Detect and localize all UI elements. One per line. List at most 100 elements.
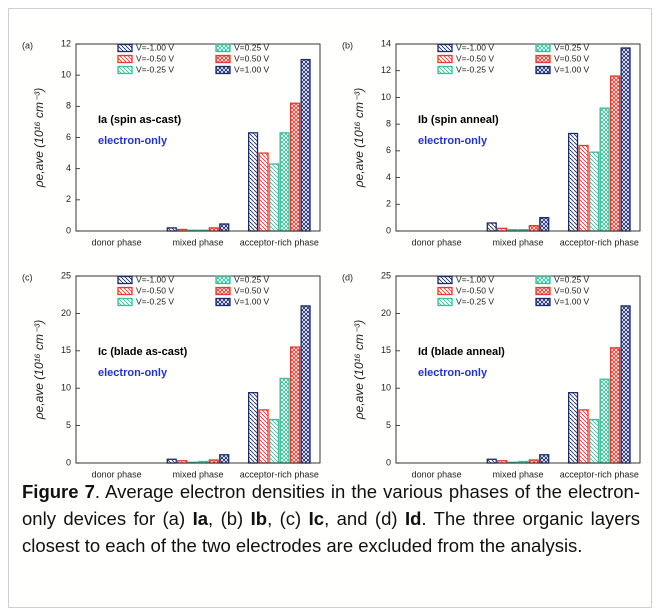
caption-run: . The three organic layers closest to ea… [22,508,640,556]
legend-swatch [535,54,551,64]
annotation: electron-only [418,367,488,379]
y-tick-label: 20 [61,308,71,318]
y-tick-label: 20 [381,308,391,318]
legend-label: V=1.00 V [554,64,590,74]
figure-frame [8,8,652,608]
bar [567,132,579,232]
chart-panel: (d) 0 5 10 15 20 25 ρe,ave (10¹⁶ cm⁻³) donor pha… [342,270,641,479]
bar [578,409,589,464]
legend-swatch [117,286,133,296]
bar [300,58,311,232]
legend-swatch [117,297,133,307]
bar [268,163,280,232]
bar [268,418,280,464]
legend-swatch [117,43,133,53]
legend-label: V=0.50 V [554,53,590,63]
bar [289,102,301,232]
caption-run: Figure 7 [22,481,95,502]
bar [599,378,610,464]
bar [247,392,259,464]
plot-frame [75,43,321,232]
chart-panel: (b) 0 2 4 6 8 10 12 14 ρe,ave (10¹⁶ cm⁻³) donor ph… [342,38,641,247]
bar [219,454,230,464]
bar [609,347,621,464]
legend-swatch [117,65,133,75]
legend-label: V=-0.25 V [456,296,494,306]
legend-label: V=0.50 V [554,285,590,295]
legend-swatch [215,275,231,285]
legend-label: V=0.25 V [234,42,270,52]
chart-panel: (a) 0 2 4 6 8 10 12 ρe,ave (10¹⁶ cm⁻³) donor phas… [22,38,321,247]
bar [486,222,497,232]
y-tick-label: 5 [66,420,71,430]
bar [609,75,621,232]
caption-run: , (c) [267,508,309,529]
legend-label: V=1.00 V [234,64,270,74]
bar [258,409,269,464]
bar [528,225,539,232]
y-tick-label: 0 [66,457,71,467]
caption-run: , (b) [208,508,251,529]
y-tick-label: 2 [66,194,71,204]
legend-label: V=-1.00 V [456,274,494,284]
legend-swatch [437,43,453,53]
y-tick-label: 6 [386,145,391,155]
y-tick-label: 2 [386,199,391,209]
figure-caption: Figure 7. Average electron densities in … [22,478,640,559]
legend-swatch [437,54,453,64]
panel-label: (c) [22,272,33,282]
caption-run: Id [404,508,422,529]
legend-swatch [215,54,231,64]
y-tick-label: 5 [386,420,391,430]
y-tick-label: 14 [381,38,391,48]
x-tick-label: acceptor-rich phase [560,237,639,247]
plot-frame [395,275,641,464]
bar [289,346,301,464]
legend-swatch [215,297,231,307]
legend-swatch [437,286,453,296]
x-tick-label: donor phase [92,237,142,247]
bar [620,47,631,232]
legend-label: V=1.00 V [554,296,590,306]
y-tick-label: 25 [381,270,391,280]
legend-label: V=0.25 V [554,274,590,284]
legend-label: V=-0.50 V [136,285,174,295]
y-tick-label: 15 [61,345,71,355]
legend-label: V=-0.50 V [456,53,494,63]
bar [247,132,259,232]
bar [279,132,290,232]
bar [166,458,177,464]
annotation: electron-only [98,367,168,379]
bar [279,377,290,464]
annotation: Ib (spin anneal) [418,114,499,126]
legend-label: V=0.50 V [234,285,270,295]
legend-swatch [535,297,551,307]
y-tick-label: 10 [381,92,391,102]
y-tick-label: 15 [381,345,391,355]
caption-run: Ib [250,508,268,529]
annotation: electron-only [418,135,488,147]
legend-swatch [117,54,133,64]
y-tick-label: 12 [61,38,71,48]
legend-swatch [535,275,551,285]
y-tick-label: 12 [381,65,391,75]
bar [219,223,230,232]
y-axis-label: ρe,ave (10¹⁶ cm⁻³) [32,88,46,189]
y-tick-label: 8 [66,101,71,111]
bar [567,392,579,464]
x-tick-label: donor phase [92,469,142,479]
y-axis-label: ρe,ave (10¹⁶ cm⁻³) [352,320,366,421]
annotation: Ia (spin as-cast) [98,114,181,126]
legend-swatch [437,275,453,285]
y-axis-label: ρe,ave (10¹⁶ cm⁻³) [32,320,46,421]
legend-swatch [215,43,231,53]
x-tick-label: donor phase [412,237,462,247]
legend-label: V=0.25 V [234,274,270,284]
x-tick-label: acceptor-rich phase [560,469,639,479]
legend-label: V=0.50 V [234,53,270,63]
legend-swatch [535,43,551,53]
y-axis-label: ρe,ave (10¹⁶ cm⁻³) [352,88,366,189]
annotation: Ic (blade as-cast) [98,346,188,358]
bar [258,152,269,232]
